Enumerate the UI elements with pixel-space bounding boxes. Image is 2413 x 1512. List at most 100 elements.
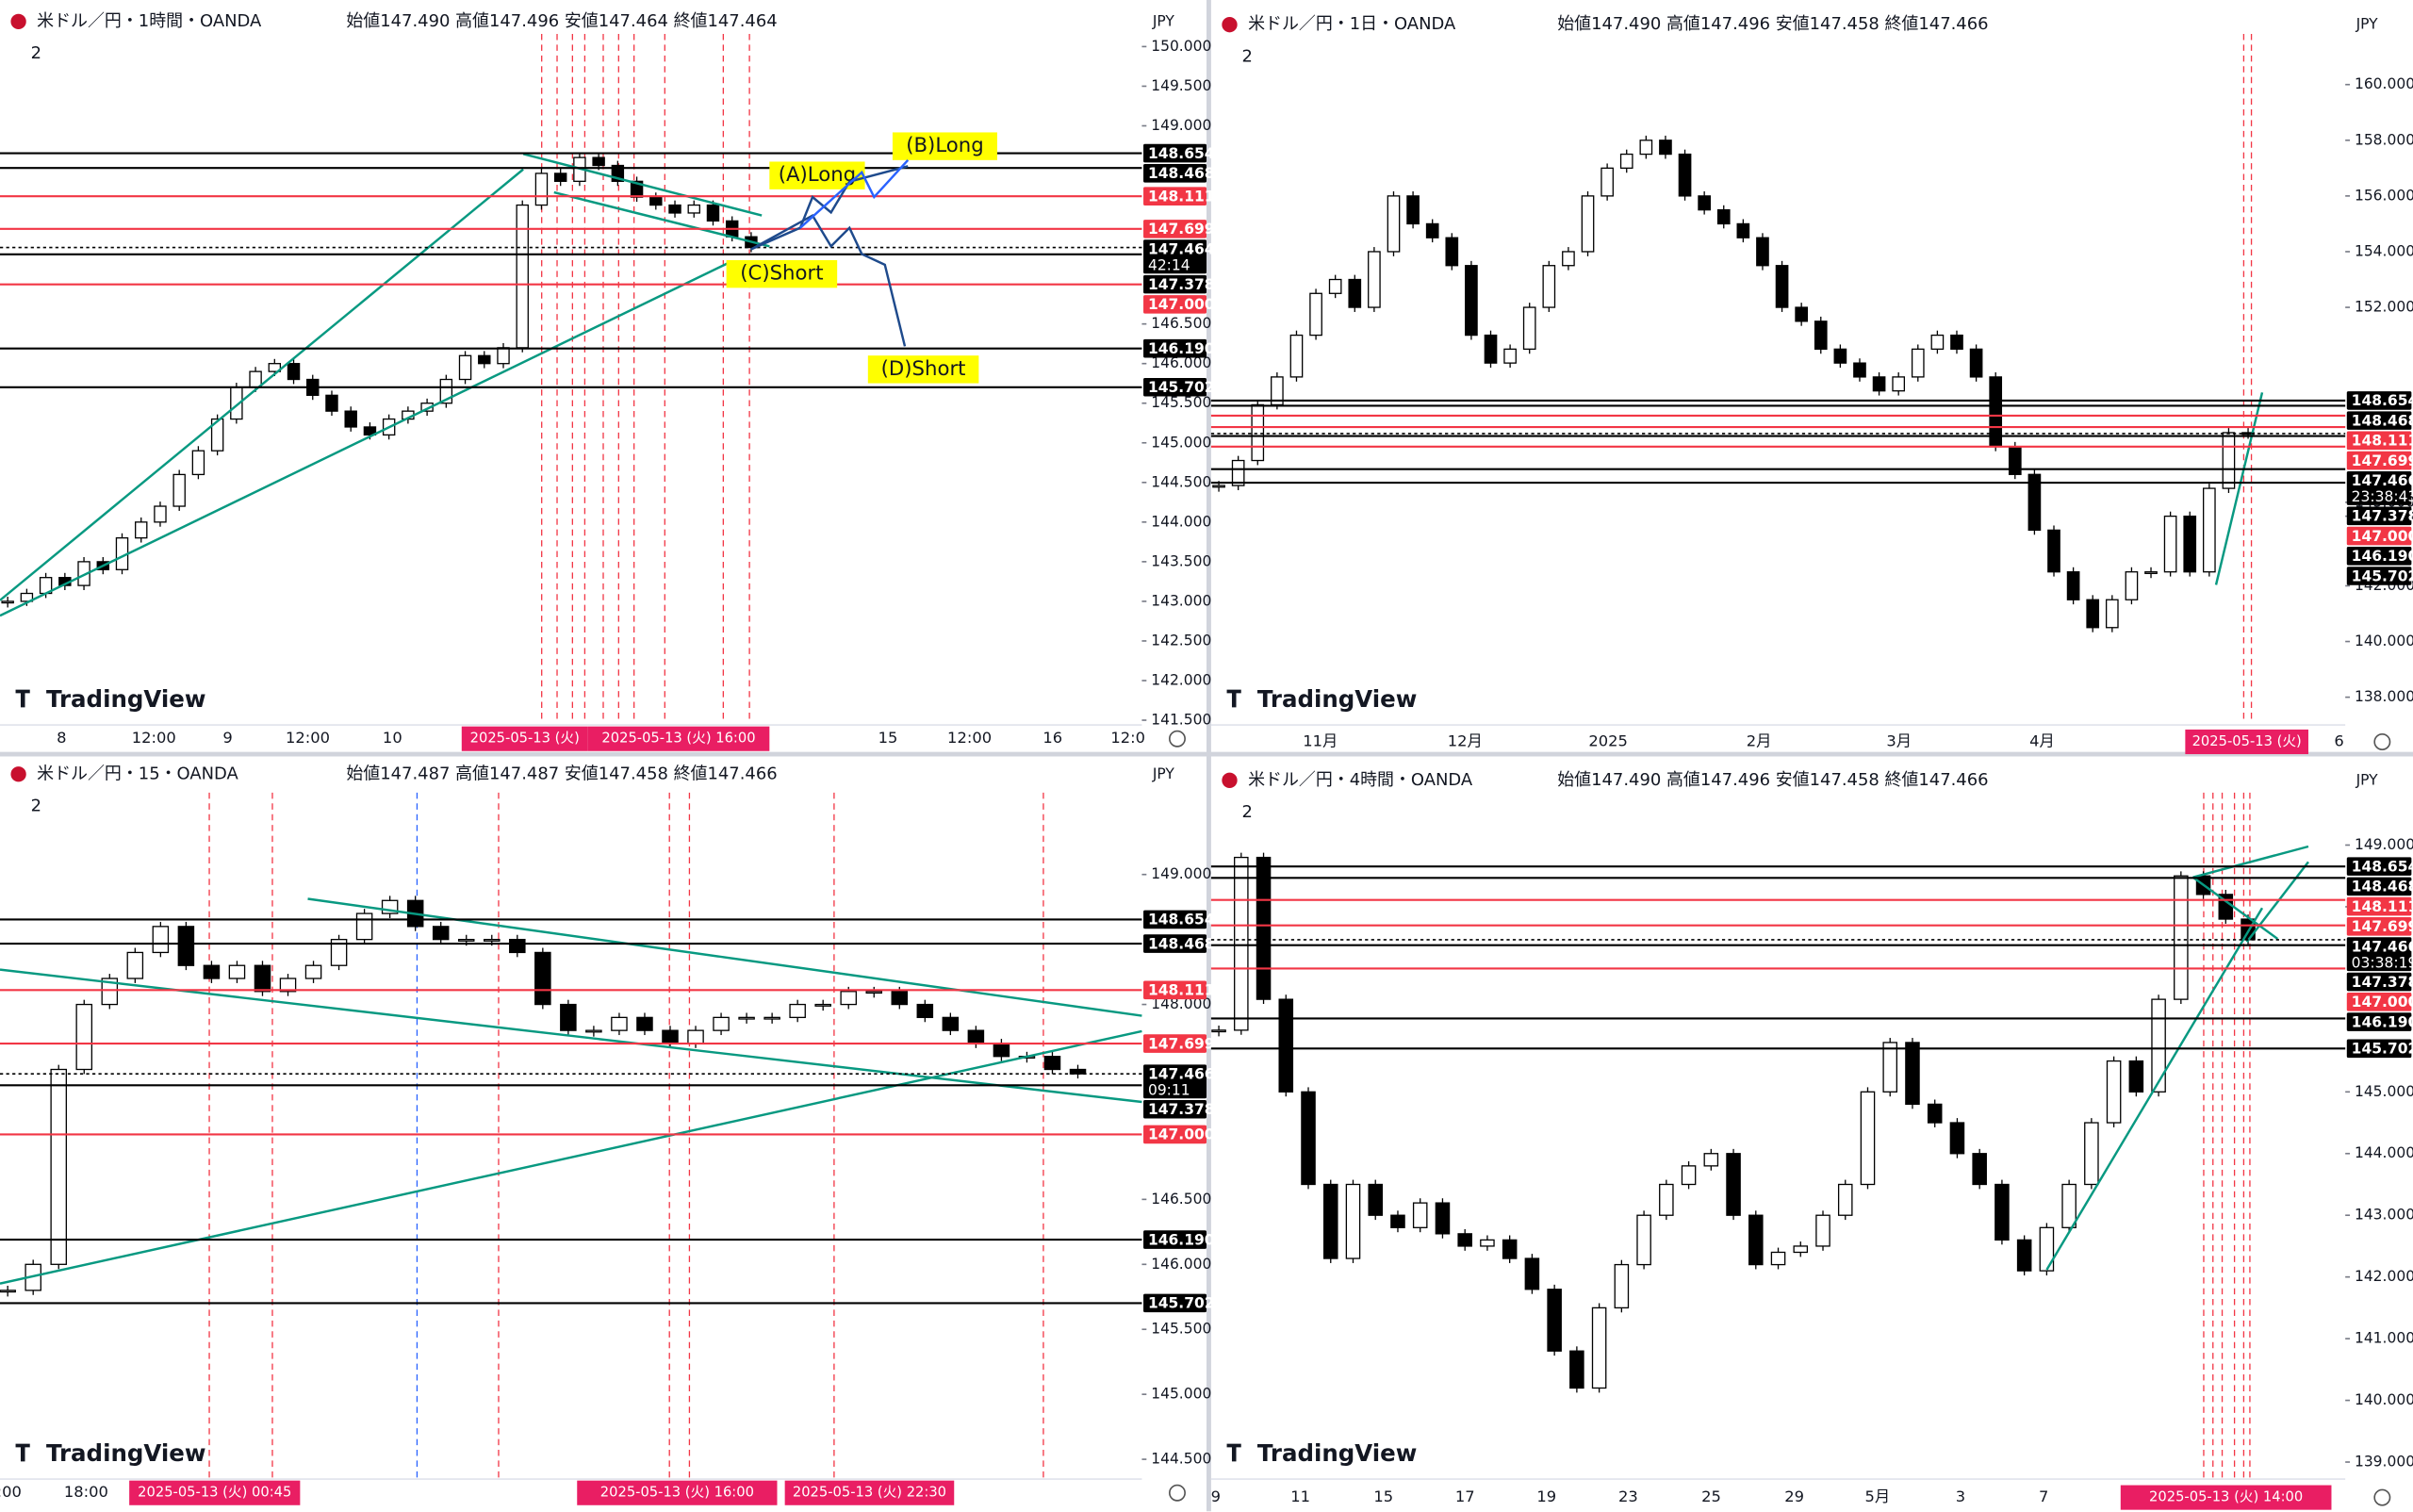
price-level-tag xyxy=(2346,411,2412,430)
currency-label: JPY xyxy=(1152,765,1175,782)
candle xyxy=(1815,1214,1830,1247)
x-tick-label: 3月 xyxy=(1886,731,1912,749)
price-level-tag xyxy=(2346,506,2412,526)
candle xyxy=(814,1003,831,1007)
y-tick-label: 145.000 xyxy=(1151,434,1211,451)
candle xyxy=(1309,292,1322,337)
candle xyxy=(1681,1165,1697,1186)
y-tick-label: 143.500 xyxy=(1151,552,1211,569)
flag-icon xyxy=(1222,772,1238,788)
candle xyxy=(1698,195,1711,211)
candle xyxy=(1659,1183,1674,1216)
annotation-box xyxy=(726,259,838,288)
indicator-count: 2 xyxy=(1242,802,1253,822)
candle xyxy=(1775,265,1789,308)
settings-icon xyxy=(1169,1484,1186,1502)
y-tick-label: 158.000 xyxy=(2355,131,2413,148)
trend-line xyxy=(2245,861,2309,943)
x-tick-label: 25 xyxy=(1701,1487,1721,1505)
candle xyxy=(1994,1183,2010,1241)
x-tick-label: 17 xyxy=(1455,1487,1475,1505)
candle xyxy=(325,394,338,412)
candle xyxy=(1542,265,1556,308)
candle xyxy=(611,1016,628,1031)
candle xyxy=(1569,1350,1584,1389)
candle xyxy=(1814,320,1828,351)
candle xyxy=(1837,1183,1853,1216)
candle xyxy=(636,1016,653,1031)
candle xyxy=(1892,376,1906,392)
x-tick-label: 29 xyxy=(1784,1487,1804,1505)
candle xyxy=(1445,237,1459,267)
candle xyxy=(1234,856,1249,1031)
price-level-label: 148.654 xyxy=(2352,858,2413,875)
candle xyxy=(1368,251,1381,308)
candle xyxy=(516,204,529,349)
ohlc-values: 始値147.487 高値147.487 安値147.458 終値147.466 xyxy=(346,764,777,783)
y-tick-label: 140.000 xyxy=(2355,1391,2413,1408)
date-label: 2025-05-13 (火) xyxy=(470,731,580,747)
price-level-label: 145.702 xyxy=(2352,1041,2413,1058)
candle xyxy=(2066,571,2080,600)
price-level-tag xyxy=(1143,1293,1206,1313)
chart-panel: 米ドル／円・1時間・OANDA 始値147.490 高値147.496 安値147… xyxy=(0,11,1215,751)
currency-label: JPY xyxy=(2356,16,2379,33)
price-level-tag xyxy=(2346,391,2412,410)
candle xyxy=(1927,1103,1943,1124)
candle xyxy=(1770,1251,1786,1266)
candle xyxy=(304,964,322,979)
y-tick-label: 149.000 xyxy=(2355,836,2413,853)
x-tick-label: 16 xyxy=(1042,729,1062,747)
candle xyxy=(2163,515,2177,573)
candle xyxy=(1748,1214,1764,1266)
candle xyxy=(497,347,510,365)
x-tick-label: 10 xyxy=(383,729,402,747)
candle xyxy=(1882,1042,1897,1093)
settings-icon xyxy=(2373,1488,2391,1506)
symbol-title: 米ドル／円・15・OANDA xyxy=(37,764,238,783)
price-level-label: 147.000 xyxy=(1148,1126,1215,1143)
candle xyxy=(1756,237,1769,267)
x-tick-label: 3 xyxy=(1956,1487,1965,1505)
tradingview-logo: TradingView xyxy=(1257,1439,1418,1467)
date-label: 2025-05-13 (火) 16:00 xyxy=(601,731,755,747)
price-level-tag xyxy=(2346,567,2412,585)
trend-line xyxy=(0,168,524,601)
indicator-count: 2 xyxy=(31,797,41,816)
annotation-box xyxy=(892,132,997,160)
price-level-tag xyxy=(1143,934,1206,953)
candle xyxy=(1425,222,1439,238)
candle xyxy=(967,1029,985,1044)
candle xyxy=(203,964,221,979)
candle xyxy=(738,1016,755,1020)
candle xyxy=(101,978,119,1006)
candle xyxy=(585,1029,602,1033)
candle xyxy=(1435,1202,1451,1235)
candle xyxy=(2222,432,2236,489)
candle xyxy=(126,951,144,979)
candle xyxy=(1853,362,1866,378)
annotation-label: (B)Long xyxy=(906,134,983,157)
y-tick-label: 141.000 xyxy=(2355,1330,2413,1347)
x-tick-label: 18:00 xyxy=(64,1483,108,1501)
price-level-label: 148.468 xyxy=(2352,412,2413,429)
price-level-label: 147.699 xyxy=(2352,918,2413,935)
candle xyxy=(687,204,700,214)
candle xyxy=(1614,1263,1630,1309)
x-tick-label: 12月 xyxy=(1448,731,1483,749)
candle xyxy=(1480,1239,1495,1247)
candle xyxy=(1412,1202,1428,1228)
y-tick-label: 138.000 xyxy=(2355,688,2413,705)
scenario-arrow xyxy=(799,159,910,229)
candle xyxy=(1502,1239,1518,1259)
candle xyxy=(763,1016,780,1020)
trend-line xyxy=(522,153,763,217)
y-tick-label: 145.500 xyxy=(1151,394,1211,411)
candle xyxy=(1406,195,1420,225)
countdown-timer: 09:11 xyxy=(1148,1082,1190,1099)
chart-panel: 米ドル／円・4時間・OANDA 始値147.490 高値147.496 安値147… xyxy=(1211,770,2413,1510)
candle xyxy=(1949,1122,1965,1155)
candle xyxy=(355,912,373,941)
candle xyxy=(458,354,472,381)
